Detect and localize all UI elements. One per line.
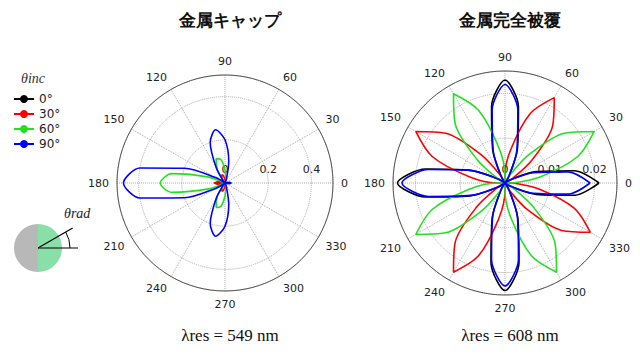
svg-text:30: 30 <box>325 113 339 126</box>
svg-text:120: 120 <box>424 67 445 80</box>
svg-text:180: 180 <box>88 177 109 190</box>
svg-text:30°: 30° <box>39 107 60 121</box>
svg-text:90°: 90° <box>39 137 60 151</box>
svg-text:60°: 60° <box>39 122 60 136</box>
svg-text:0: 0 <box>341 177 348 190</box>
svg-text:0.02: 0.02 <box>582 163 607 176</box>
svg-text:0.2: 0.2 <box>259 163 277 176</box>
svg-text:330: 330 <box>325 240 346 253</box>
svg-text:90: 90 <box>498 51 512 64</box>
svg-text:λres = 549 nm: λres = 549 nm <box>181 326 279 345</box>
svg-text:金属キャップ: 金属キャップ <box>178 10 282 30</box>
svg-text:30: 30 <box>609 111 623 124</box>
svg-text:0.01: 0.01 <box>537 163 562 176</box>
svg-text:0.4: 0.4 <box>303 163 321 176</box>
svg-text:300: 300 <box>565 286 586 299</box>
svg-text:210: 210 <box>380 242 401 255</box>
svg-text:θinc: θinc <box>21 71 46 86</box>
svg-text:120: 120 <box>146 71 167 84</box>
svg-text:λres = 608 nm: λres = 608 nm <box>461 326 559 345</box>
svg-text:60: 60 <box>565 67 579 80</box>
svg-text:270: 270 <box>495 302 516 315</box>
svg-text:180: 180 <box>364 177 385 190</box>
svg-text:60: 60 <box>283 71 297 84</box>
svg-text:270: 270 <box>215 298 236 311</box>
svg-text:150: 150 <box>104 113 125 126</box>
svg-text:330: 330 <box>609 242 630 255</box>
svg-text:240: 240 <box>424 286 445 299</box>
svg-text:90: 90 <box>218 55 232 68</box>
svg-text:210: 210 <box>104 240 125 253</box>
svg-text:0°: 0° <box>39 92 53 106</box>
svg-text:0: 0 <box>501 163 509 176</box>
svg-text:300: 300 <box>283 282 304 295</box>
svg-text:金属完全被覆: 金属完全被覆 <box>458 10 561 30</box>
svg-text:150: 150 <box>380 111 401 124</box>
svg-text:240: 240 <box>146 282 167 295</box>
svg-text:θrad: θrad <box>64 206 91 221</box>
svg-text:0: 0 <box>625 177 632 190</box>
